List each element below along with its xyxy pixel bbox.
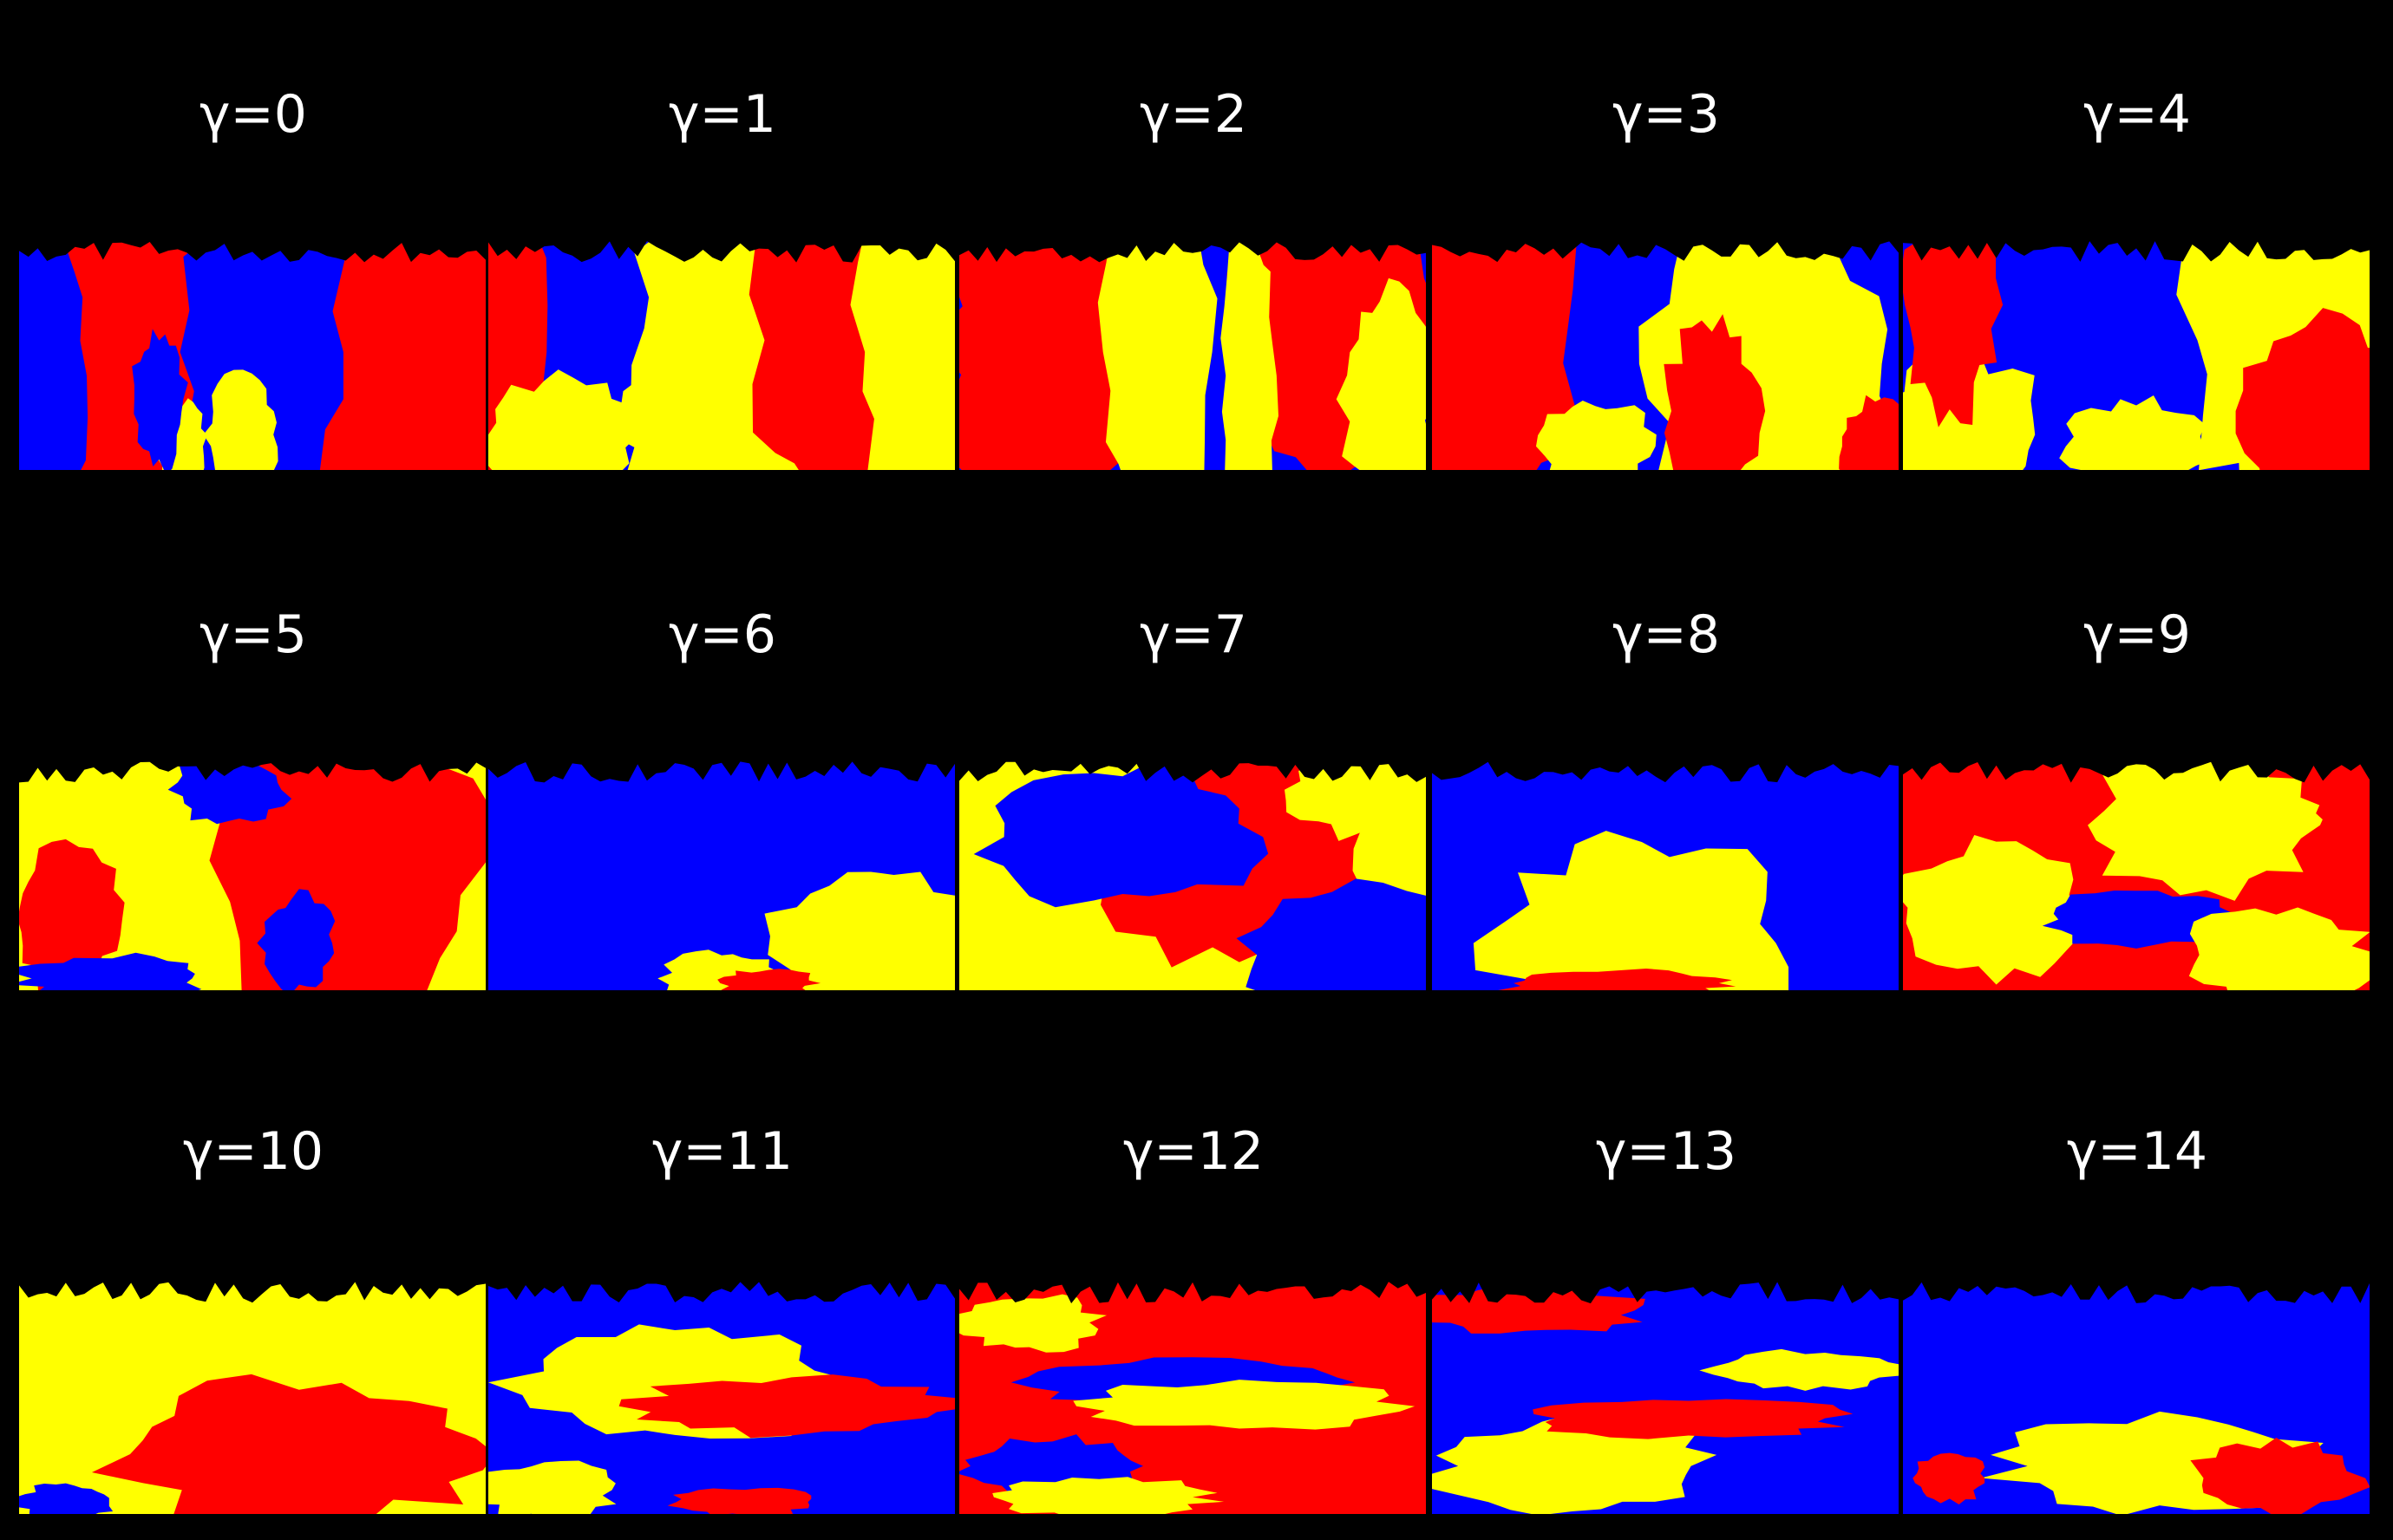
panel-label: γ=5	[199, 604, 307, 665]
panel-label: γ=9	[2083, 604, 2191, 665]
panel-label: γ=14	[2066, 1121, 2208, 1182]
lattice-panel	[19, 1275, 486, 1514]
panel-label: γ=0	[199, 84, 307, 145]
lattice-panel	[1432, 754, 1899, 990]
lattice-panel	[19, 234, 486, 470]
panel-label: γ=4	[2083, 84, 2191, 145]
rough-top-edge	[488, 1275, 955, 1303]
domain-blue	[132, 329, 188, 470]
lattice-panel	[959, 754, 1426, 990]
domain-red	[2235, 308, 2370, 470]
domain-yellow	[1073, 1380, 1416, 1430]
domain-red	[1432, 234, 1578, 470]
domain-yellow	[488, 369, 639, 470]
rough-top-edge	[1903, 1275, 2370, 1303]
domain-yellow	[1903, 835, 2096, 985]
lattice-panel	[1903, 234, 2370, 470]
domain-yellow	[1473, 831, 1789, 990]
domain-red	[1664, 314, 1766, 470]
rough-top-edge	[1903, 754, 2370, 783]
domain-red	[1839, 395, 1899, 470]
lattice-panel	[1903, 754, 2370, 990]
domain-yellow	[1535, 401, 1657, 470]
domain-red	[1903, 234, 2004, 427]
rough-top-edge	[959, 754, 1426, 783]
rough-top-edge	[1432, 754, 1899, 783]
domain-blue	[257, 889, 336, 990]
domain-red	[1533, 1399, 1854, 1439]
lattice-panel	[488, 234, 955, 470]
panel-label: γ=2	[1140, 84, 1247, 145]
domain-red	[717, 969, 821, 990]
domain-yellow	[850, 234, 955, 470]
domain-red	[1498, 968, 1736, 990]
domain-red	[91, 1374, 486, 1514]
domain-yellow	[2059, 395, 2214, 470]
panel-label: γ=1	[669, 84, 776, 145]
domain-red	[19, 839, 125, 990]
domain-blue	[19, 234, 88, 470]
panel-label: γ=10	[182, 1121, 324, 1182]
rough-top-edge	[19, 234, 486, 263]
rough-top-edge	[1432, 1275, 1899, 1304]
rough-top-edge	[959, 234, 1426, 263]
domain-blue	[167, 754, 292, 825]
domain-red	[959, 405, 1036, 470]
domain-yellow	[1097, 234, 1218, 470]
domain-yellow	[1284, 754, 1426, 841]
domain-yellow	[1220, 234, 1278, 470]
domain-yellow	[618, 352, 734, 470]
rough-top-edge	[1432, 234, 1899, 263]
domain-red	[1912, 1452, 1985, 1504]
domain-yellow	[959, 1294, 1108, 1353]
domain-blue	[2042, 890, 2239, 949]
lattice-panel	[959, 1275, 1426, 1514]
panel-label: γ=8	[1612, 604, 1720, 665]
panel-label: γ=3	[1612, 84, 1720, 145]
panel-label: γ=11	[651, 1121, 794, 1182]
domain-yellow	[1699, 1348, 1899, 1391]
domain-yellow	[2088, 754, 2328, 901]
rough-top-edge	[488, 234, 955, 263]
domain-blue	[19, 1483, 114, 1514]
domain-red	[618, 1374, 955, 1439]
lattice-panel	[488, 1275, 955, 1514]
domain-blue	[973, 758, 1269, 908]
rough-top-edge	[488, 754, 955, 783]
lattice-panel	[959, 234, 1426, 470]
domain-red	[667, 1487, 812, 1514]
rough-top-edge	[19, 754, 486, 783]
rough-top-edge	[19, 1275, 486, 1303]
domain-red	[2316, 757, 2370, 852]
domain-blue	[19, 952, 202, 990]
panel-label: γ=12	[1122, 1121, 1265, 1182]
domain-yellow	[1336, 277, 1426, 470]
lattice-panel	[1432, 234, 1899, 470]
panel-label: γ=6	[669, 604, 776, 665]
domain-red	[2190, 1437, 2370, 1514]
domain-blue	[1236, 878, 1426, 990]
domain-yellow	[992, 1477, 1225, 1514]
domain-yellow	[203, 369, 278, 470]
panel-label: γ=7	[1140, 604, 1247, 665]
rough-top-edge	[1903, 234, 2370, 262]
domain-yellow	[764, 871, 955, 990]
panel-label: γ=13	[1595, 1121, 1737, 1182]
domain-yellow	[1432, 1413, 1717, 1514]
lattice-panel	[488, 754, 955, 990]
lattice-panel	[1903, 1275, 2370, 1514]
lattice-panel	[1432, 1275, 1899, 1514]
lattice-panel	[19, 754, 486, 990]
rough-top-edge	[959, 1275, 1426, 1304]
domain-yellow	[488, 1460, 617, 1514]
domain-yellow	[2188, 907, 2370, 990]
